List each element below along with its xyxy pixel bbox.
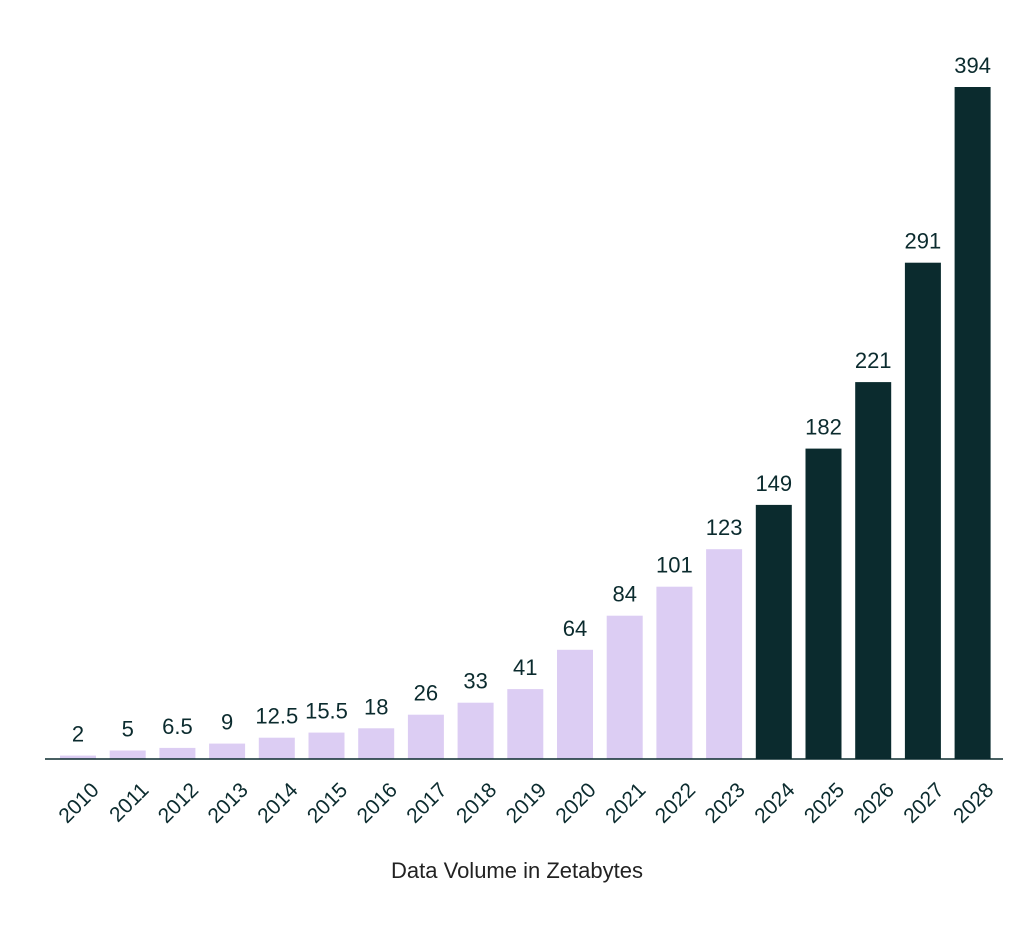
value-label-2020: 64 xyxy=(563,616,587,641)
bar-2027 xyxy=(904,262,941,759)
x-tick-label-2021: 2021 xyxy=(601,778,650,827)
value-label-2025: 182 xyxy=(805,415,842,440)
x-tick-label-2012: 2012 xyxy=(154,778,203,827)
value-label-2026: 221 xyxy=(855,348,892,373)
x-tick-label-2027: 2027 xyxy=(899,778,948,827)
value-label-2019: 41 xyxy=(513,655,537,680)
x-tick-label-2010: 2010 xyxy=(54,778,103,827)
x-axis-title: Data Volume in Zetabytes xyxy=(391,858,643,883)
x-tick-label-2011: 2011 xyxy=(105,778,153,826)
bar-2022 xyxy=(656,586,693,759)
value-label-2015: 15.5 xyxy=(305,699,348,724)
value-label-2028: 394 xyxy=(954,53,991,78)
value-label-2012: 6.5 xyxy=(162,714,193,739)
bar-2026 xyxy=(855,382,892,759)
x-tick-label-2018: 2018 xyxy=(452,778,501,827)
bar-2012 xyxy=(159,747,196,759)
value-label-2016: 18 xyxy=(364,694,388,719)
x-tick-label-2028: 2028 xyxy=(949,778,998,827)
value-label-2021: 84 xyxy=(612,582,636,607)
bar-2028 xyxy=(954,87,991,759)
bar-2020 xyxy=(557,649,593,759)
value-label-2027: 291 xyxy=(905,229,942,254)
x-tick-label-2014: 2014 xyxy=(253,778,303,828)
bar-2019 xyxy=(507,689,544,759)
bar-2025 xyxy=(805,448,842,759)
x-tick-label-2020: 2020 xyxy=(551,778,600,827)
bar-2010 xyxy=(60,755,96,759)
bar-2024 xyxy=(755,504,792,759)
x-tick-label-2015: 2015 xyxy=(303,778,352,827)
bar-2014 xyxy=(258,737,295,759)
x-tick-label-2013: 2013 xyxy=(204,778,253,827)
value-label-2011: 5 xyxy=(122,717,134,742)
x-tick-label-2016: 2016 xyxy=(353,778,402,827)
x-tick-label-2025: 2025 xyxy=(800,778,849,827)
bar-2018 xyxy=(457,702,494,759)
x-tick-label-2022: 2022 xyxy=(651,778,700,827)
value-label-2024: 149 xyxy=(755,471,792,496)
value-label-2010: 2 xyxy=(72,722,84,747)
bar-2023 xyxy=(706,549,743,759)
value-label-2018: 33 xyxy=(463,669,487,694)
value-label-2022: 101 xyxy=(656,553,693,578)
bar-2013 xyxy=(209,743,246,759)
x-tick-label-2017: 2017 xyxy=(402,778,451,827)
x-tick-labels-layer: 2010 2011 2012 2013 2014 2015 2016 2017 2018 2019… xyxy=(54,778,998,828)
bar-2017 xyxy=(407,714,444,759)
bar-2015 xyxy=(308,732,345,759)
bar-2011 xyxy=(109,750,146,759)
value-label-2014: 12.5 xyxy=(255,704,298,729)
bars-layer xyxy=(60,87,991,759)
x-tick-label-2019: 2019 xyxy=(502,778,551,827)
value-label-2013: 9 xyxy=(221,710,233,735)
value-label-2023: 123 xyxy=(706,515,743,540)
bar-2016 xyxy=(358,728,395,759)
x-tick-label-2024: 2024 xyxy=(750,778,800,828)
x-tick-label-2023: 2023 xyxy=(701,778,750,827)
x-tick-label-2026: 2026 xyxy=(850,778,899,827)
bar-2021 xyxy=(606,615,643,759)
value-label-2017: 26 xyxy=(414,681,438,706)
value-labels-layer: 2 5 6.5 9 12.5 15.5 18 26 33 41 64 84 101 123 149 182 22… xyxy=(72,53,991,747)
